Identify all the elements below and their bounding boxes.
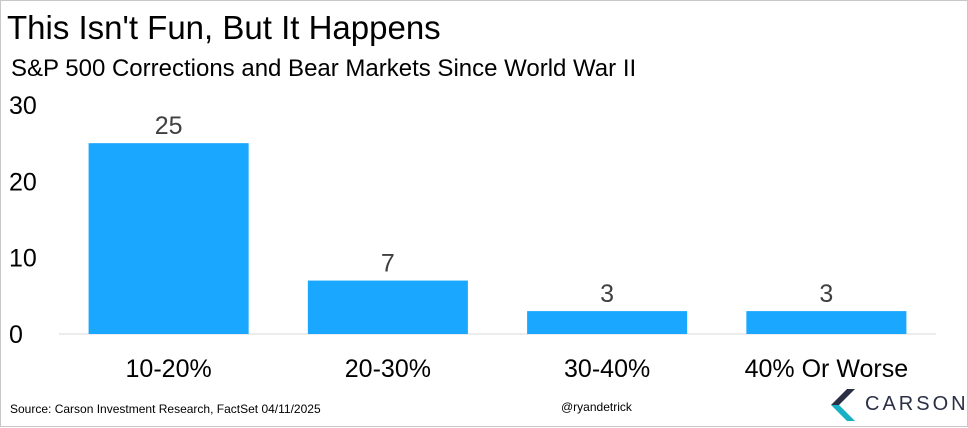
bar	[746, 311, 907, 334]
bar	[307, 280, 468, 334]
chart-subtitle: S&P 500 Corrections and Bear Markets Sin…	[11, 55, 637, 82]
bar-value-label: 7	[381, 250, 395, 278]
bar-value-label: 3	[600, 280, 614, 308]
x-tick-label: 10-20%	[126, 355, 212, 383]
carson-logo: CARSON	[829, 387, 966, 423]
x-tick-label: 20-30%	[345, 355, 431, 383]
y-tick-label: 10	[9, 245, 37, 273]
y-tick-label: 0	[9, 321, 23, 349]
bar	[88, 143, 249, 334]
x-tick-label: 30-40%	[564, 355, 650, 383]
bar	[527, 311, 688, 334]
author-handle: @ryandetrick	[561, 400, 632, 414]
carson-chevron-icon	[831, 389, 855, 421]
x-tick-label: 40% Or Worse	[745, 355, 908, 383]
y-tick-label: 20	[9, 168, 37, 196]
bar-value-label: 25	[155, 112, 183, 140]
y-tick-label: 30	[9, 92, 37, 120]
source-note: Source: Carson Investment Research, Fact…	[10, 402, 321, 416]
bar-value-label: 3	[819, 280, 833, 308]
logo-text: CARSON	[865, 393, 968, 415]
bar-chart: 0 10 20 30 25 10-20% 7 20-30% 3 30-40% 3 40% Or Wor…	[9, 92, 936, 383]
chart-title: This Isn't Fun, But It Happens	[7, 9, 441, 46]
